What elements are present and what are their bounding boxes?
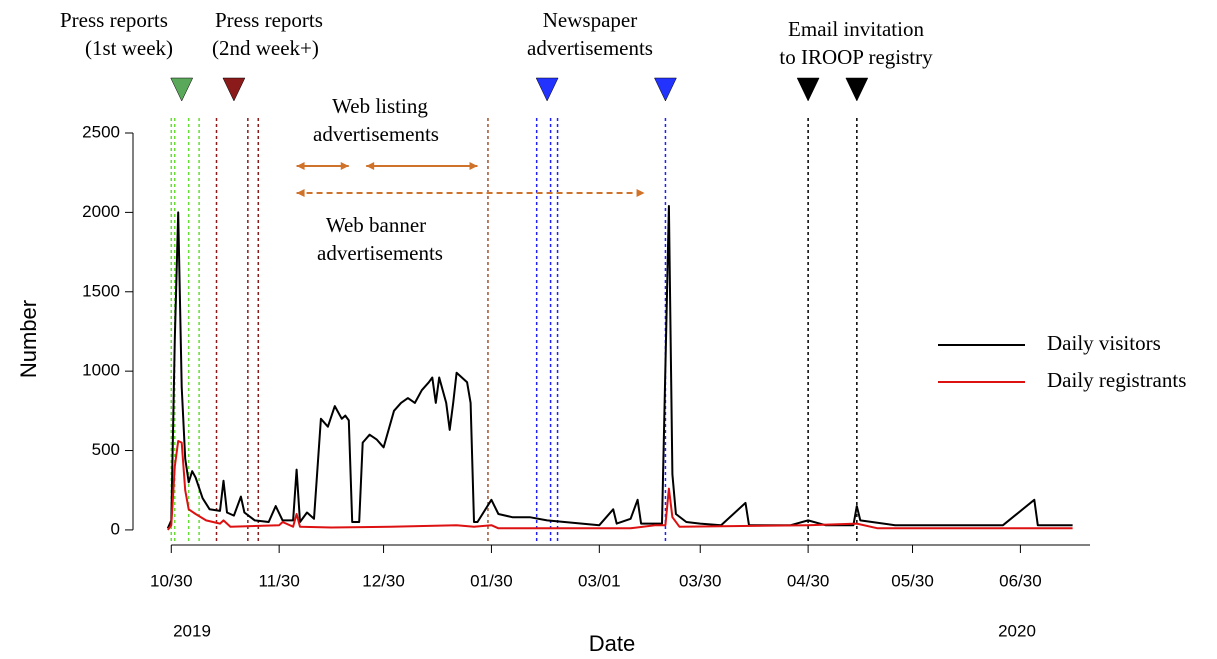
annotation: Press reports — [60, 8, 168, 32]
event-marker — [170, 77, 194, 102]
y-tick-label: 0 — [111, 519, 120, 538]
y-tick-label: 1500 — [82, 281, 120, 300]
annotation: Newspaper — [543, 8, 637, 32]
series-line — [166, 205, 1073, 529]
event-marker — [845, 77, 869, 102]
x-axis-label: Date — [589, 631, 635, 656]
x-tick-label: 12/30 — [362, 571, 405, 590]
year-label: 2020 — [998, 621, 1036, 640]
x-tick-label: 04/30 — [787, 571, 830, 590]
annotation: to IROOP registry — [779, 45, 933, 69]
annotation: Web listing — [332, 94, 428, 118]
x-tick-label: 06/30 — [999, 571, 1042, 590]
x-tick-label: 03/30 — [679, 571, 722, 590]
annotation: Web banner — [326, 213, 426, 237]
annotation: advertisements — [317, 241, 443, 265]
x-tick-label: 11/30 — [259, 571, 300, 590]
event-marker — [222, 77, 246, 102]
y-tick-label: 2000 — [82, 202, 120, 221]
annotation: advertisements — [527, 36, 653, 60]
annotation: (1st week) — [85, 36, 173, 60]
y-tick-label: 2500 — [82, 122, 120, 141]
x-tick-label: 03/01 — [578, 571, 621, 590]
annotation: advertisements — [313, 122, 439, 146]
event-marker — [796, 77, 820, 102]
series-line — [166, 440, 1073, 531]
event-marker — [535, 77, 559, 102]
y-tick-label: 500 — [92, 440, 120, 459]
legend-label: Daily registrants — [1047, 368, 1186, 392]
y-tick-label: 1000 — [82, 361, 120, 380]
x-tick-label: 01/30 — [470, 571, 513, 590]
year-label: 2019 — [173, 621, 211, 640]
annotation: (2nd week+) — [212, 36, 319, 60]
event-marker — [654, 77, 677, 102]
x-tick-label: 05/30 — [891, 571, 934, 590]
legend-label: Daily visitors — [1047, 331, 1161, 355]
x-tick-label: 10/30 — [150, 571, 193, 590]
annotation: Press reports — [215, 8, 323, 32]
annotation: Email invitation — [788, 17, 924, 41]
y-axis-label: Number — [16, 300, 41, 378]
